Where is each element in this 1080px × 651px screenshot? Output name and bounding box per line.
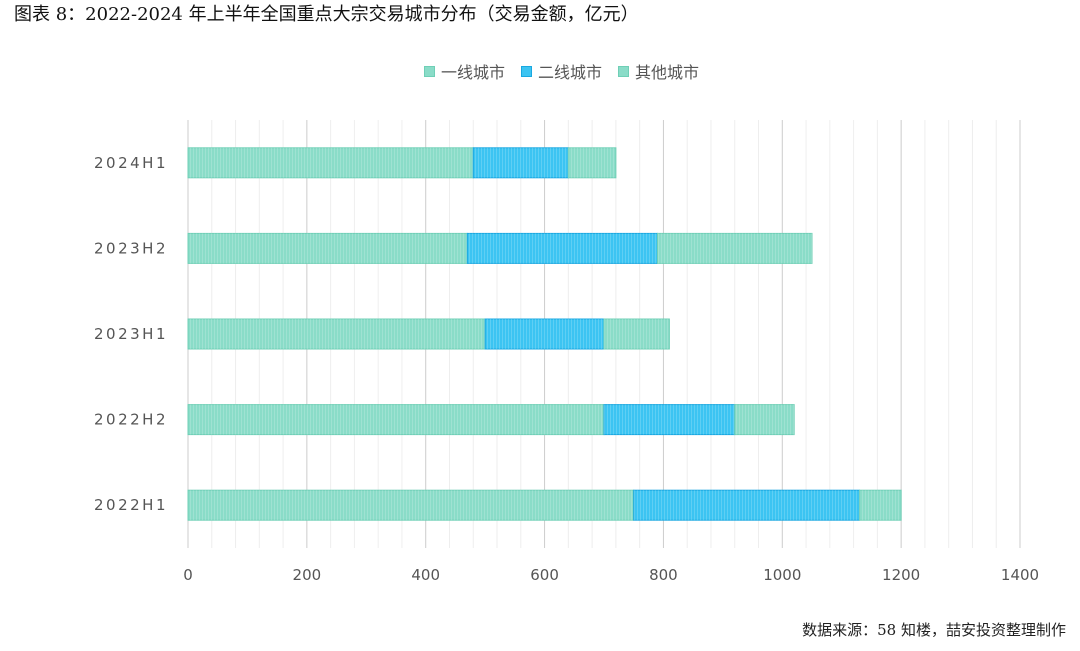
y-category-label: 2024H1 — [94, 154, 168, 172]
data-source: 数据来源：58 知楼，喆安投资整理制作 — [802, 621, 1066, 639]
legend-item-tier2: 二线城市 — [521, 59, 602, 83]
x-tick-label: 400 — [411, 566, 440, 584]
bar-texture — [188, 233, 468, 264]
x-tick-label: 200 — [293, 566, 322, 584]
bar-texture — [467, 233, 658, 264]
y-category-label: 2023H1 — [94, 325, 168, 343]
bar-texture — [188, 319, 486, 349]
bar-texture — [188, 404, 604, 435]
bar-texture — [859, 490, 902, 521]
bar-texture — [604, 404, 735, 435]
bar-texture — [473, 147, 569, 178]
y-category-label: 2022H2 — [94, 411, 168, 429]
x-tick-label: 0 — [183, 566, 193, 584]
chart-legend: 一线城市 二线城市 其他城市 — [424, 59, 715, 83]
x-tick-label: 1400 — [1001, 566, 1039, 584]
bar-texture — [188, 490, 634, 521]
x-tick-label: 600 — [530, 566, 559, 584]
x-tick-label: 1200 — [882, 566, 920, 584]
bar-texture — [657, 233, 812, 264]
legend-item-tier1: 一线城市 — [424, 59, 505, 83]
bar-texture — [568, 147, 616, 178]
legend-label-tier1: 一线城市 — [441, 63, 506, 82]
legend-swatch-tier1 — [424, 65, 435, 77]
bar-chart: 0 200 400 600 800 1000 1200 1400 2024H1 2023H2 202… — [94, 120, 1039, 584]
legend-swatch-tier2 — [521, 65, 533, 77]
bar-texture — [633, 490, 860, 521]
x-tick-label: 1000 — [763, 566, 801, 584]
legend-label-other: 其他城市 — [635, 63, 700, 82]
figure-title: 图表 8：2022-2024 年上半年全国重点大宗交易城市分布（交易金额，亿元） — [14, 4, 639, 25]
bar-texture — [188, 147, 474, 178]
bar-texture — [734, 404, 795, 435]
legend-swatch-other — [618, 65, 630, 77]
y-category-label: 2023H2 — [94, 239, 168, 257]
y-category-label: 2022H1 — [94, 496, 168, 514]
legend-label-tier2: 二线城市 — [538, 63, 603, 82]
legend-item-other: 其他城市 — [618, 59, 699, 83]
x-tick-label: 800 — [649, 566, 678, 584]
bar-texture — [485, 319, 604, 349]
bar-texture — [604, 319, 670, 349]
